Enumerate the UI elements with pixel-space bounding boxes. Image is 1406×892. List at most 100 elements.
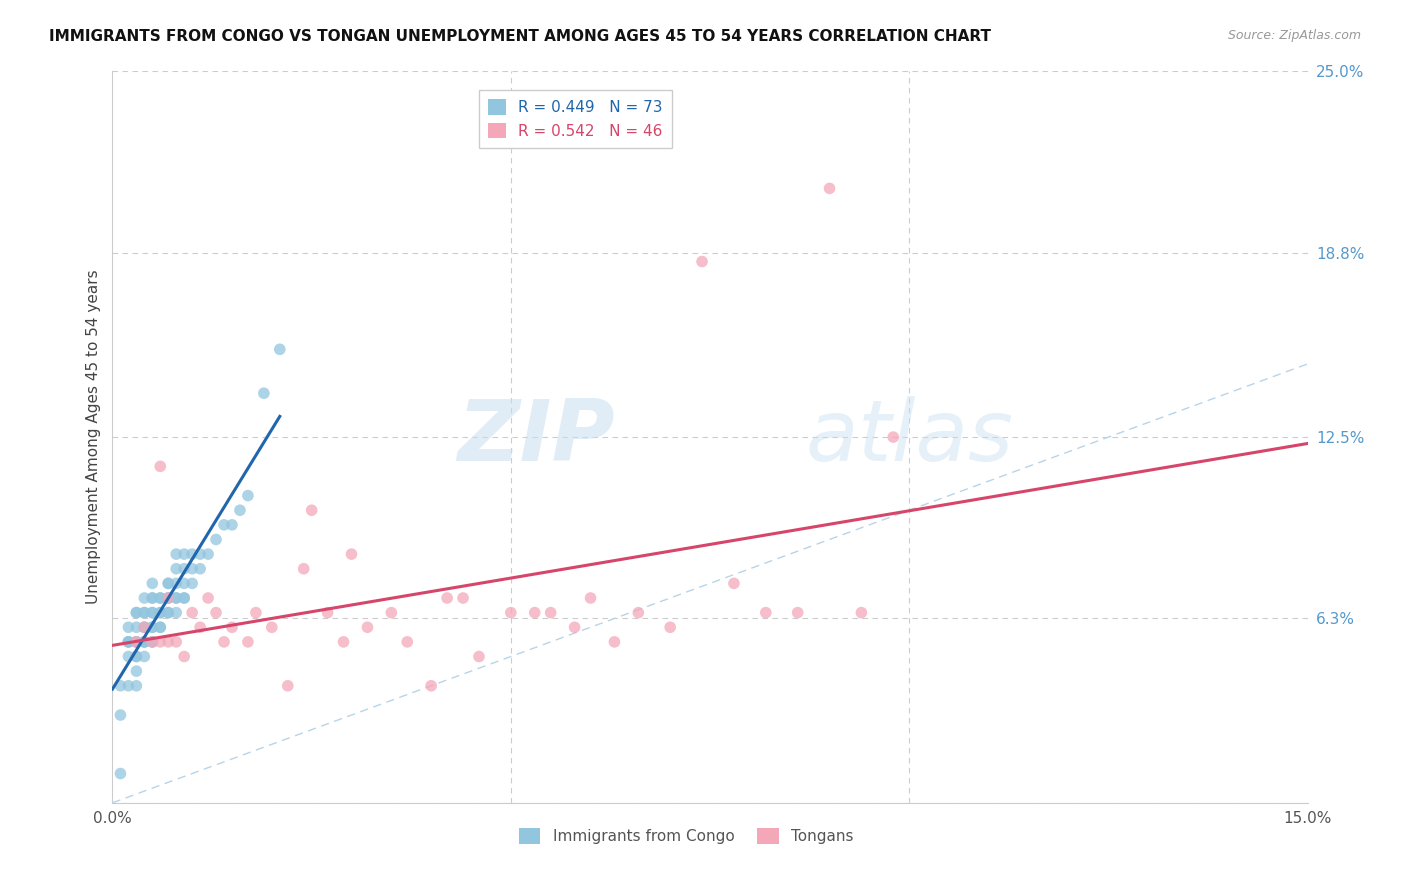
Point	[134, 606, 156, 620]
Text: IMMIGRANTS FROM CONGO VS TONGAN UNEMPLOYMENT AMONG AGES 45 TO 54 YEARS CORRELATI: IMMIGRANTS FROM CONGO VS TONGAN UNEMPLOY…	[49, 29, 991, 44]
Point	[149, 591, 172, 605]
Point	[396, 635, 419, 649]
Point	[125, 606, 148, 620]
Point	[157, 635, 180, 649]
Point	[141, 591, 163, 605]
Point	[125, 649, 148, 664]
Point	[380, 606, 402, 620]
Point	[173, 591, 195, 605]
Point	[125, 620, 148, 634]
Point	[436, 591, 458, 605]
Point	[117, 635, 139, 649]
Point	[205, 606, 228, 620]
Point	[157, 576, 180, 591]
Point	[221, 517, 243, 532]
Point	[149, 620, 172, 634]
Point	[117, 620, 139, 634]
Point	[117, 635, 139, 649]
Point	[188, 562, 211, 576]
Point	[125, 649, 148, 664]
Point	[786, 606, 808, 620]
Legend: Immigrants from Congo, Tongans: Immigrants from Congo, Tongans	[513, 822, 859, 850]
Point	[420, 679, 443, 693]
Point	[221, 620, 243, 634]
Text: atlas: atlas	[806, 395, 1014, 479]
Point	[301, 503, 323, 517]
Point	[579, 591, 602, 605]
Point	[181, 606, 204, 620]
Point	[236, 489, 259, 503]
Point	[141, 635, 163, 649]
Point	[157, 576, 180, 591]
Point	[149, 635, 172, 649]
Point	[165, 576, 187, 591]
Point	[149, 620, 172, 634]
Point	[316, 606, 339, 620]
Point	[340, 547, 363, 561]
Point	[134, 635, 156, 649]
Text: ZIP: ZIP	[457, 395, 614, 479]
Point	[882, 430, 904, 444]
Point	[141, 576, 163, 591]
Point	[188, 620, 211, 634]
Point	[260, 620, 283, 634]
Point	[165, 591, 187, 605]
Point	[110, 708, 132, 723]
Y-axis label: Unemployment Among Ages 45 to 54 years: Unemployment Among Ages 45 to 54 years	[86, 269, 101, 605]
Point	[125, 635, 148, 649]
Point	[564, 620, 586, 634]
Point	[818, 181, 841, 195]
Point	[197, 591, 219, 605]
Point	[134, 591, 156, 605]
Point	[627, 606, 650, 620]
Point	[157, 606, 180, 620]
Point	[134, 620, 156, 634]
Point	[523, 606, 546, 620]
Point	[205, 533, 228, 547]
Point	[125, 679, 148, 693]
Point	[110, 679, 132, 693]
Point	[723, 576, 745, 591]
Point	[603, 635, 626, 649]
Point	[659, 620, 682, 634]
Point	[117, 649, 139, 664]
Point	[173, 547, 195, 561]
Point	[141, 591, 163, 605]
Point	[292, 562, 315, 576]
Point	[134, 620, 156, 634]
Text: Source: ZipAtlas.com: Source: ZipAtlas.com	[1227, 29, 1361, 42]
Point	[125, 635, 148, 649]
Point	[117, 679, 139, 693]
Point	[165, 562, 187, 576]
Point	[149, 606, 172, 620]
Point	[134, 620, 156, 634]
Point	[134, 606, 156, 620]
Point	[188, 547, 211, 561]
Point	[141, 606, 163, 620]
Point	[356, 620, 378, 634]
Point	[165, 547, 187, 561]
Point	[253, 386, 276, 401]
Point	[236, 635, 259, 649]
Point	[157, 606, 180, 620]
Point	[269, 343, 291, 357]
Point	[451, 591, 474, 605]
Point	[212, 635, 235, 649]
Point	[149, 606, 172, 620]
Point	[181, 576, 204, 591]
Point	[141, 620, 163, 634]
Point	[690, 254, 713, 268]
Point	[277, 679, 299, 693]
Point	[157, 591, 180, 605]
Point	[165, 591, 187, 605]
Point	[125, 664, 148, 678]
Point	[141, 606, 163, 620]
Point	[499, 606, 522, 620]
Point	[197, 547, 219, 561]
Point	[755, 606, 778, 620]
Point	[181, 562, 204, 576]
Point	[141, 635, 163, 649]
Point	[173, 562, 195, 576]
Point	[165, 635, 187, 649]
Point	[141, 635, 163, 649]
